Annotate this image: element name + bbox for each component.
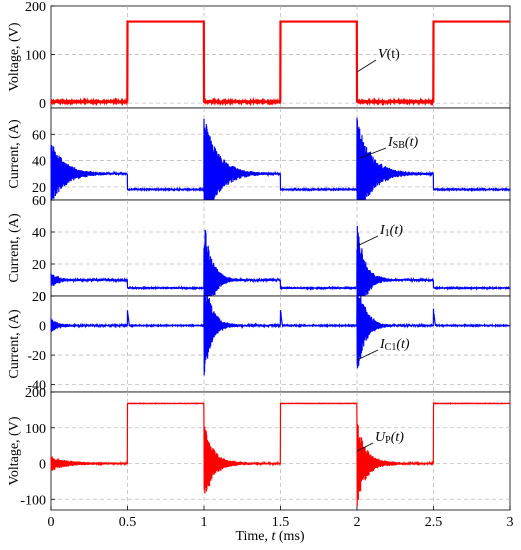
x-tick-label: 3 — [507, 515, 514, 530]
series-annotation: V(t) — [378, 47, 400, 62]
annotation-leader — [359, 147, 387, 159]
y-axis-label: Current, (A) — [7, 309, 22, 379]
y-tick-label: -40 — [27, 379, 46, 394]
x-tick-label: 2 — [354, 515, 361, 530]
y-axis-label: Current, (A) — [7, 119, 22, 189]
series-annotation: UP(t) — [375, 430, 404, 446]
y-tick-label: 200 — [25, 386, 46, 401]
y-tick-label: 0 — [39, 458, 46, 473]
y-tick-label: 100 — [25, 49, 46, 64]
y-tick-label: 20 — [32, 290, 46, 305]
x-tick-label: 1 — [201, 515, 208, 530]
annotation-leader — [356, 442, 374, 452]
y-tick-label: 0 — [39, 290, 46, 305]
annotation-leader — [356, 235, 379, 247]
y-axis-label: Voltage, (V) — [7, 416, 22, 485]
y-tick-label: 40 — [32, 226, 46, 241]
y-tick-label: 100 — [25, 422, 46, 437]
y-tick-label: 60 — [32, 128, 46, 143]
x-axis-ticks: 0 0.5 1 1.5 2 2.5 3 — [48, 506, 514, 530]
y-tick-label: 60 — [32, 194, 46, 209]
x-tick-label: 2.5 — [425, 515, 443, 530]
y-tick-label: 200 — [25, 0, 46, 15]
y-tick-label: -100 — [20, 493, 46, 508]
x-tick-label: 0.5 — [119, 515, 137, 530]
y-tick-label: 20 — [32, 181, 46, 196]
panel-2: 20 40 60 Current, (A) ISB(t) — [7, 107, 511, 201]
series-line — [50, 117, 511, 201]
series-line — [50, 295, 511, 376]
series-line — [50, 225, 511, 297]
annotation-leader — [356, 349, 379, 361]
series-annotation: I1(t) — [379, 223, 403, 239]
y-tick-label: 0 — [39, 97, 46, 112]
y-tick-label: 0 — [39, 320, 46, 335]
y-axis-label: Current, (A) — [7, 213, 22, 283]
x-tick-label: 0 — [48, 515, 55, 530]
x-axis-label: Time, t (ms) — [235, 529, 304, 544]
annotation-leader — [356, 59, 377, 73]
y-axis-label: Voltage, (V) — [7, 22, 22, 91]
y-tick-label: 20 — [32, 258, 46, 273]
x-tick-label: 1.5 — [272, 515, 290, 530]
series-annotation: ISB(t) — [387, 135, 418, 151]
series-annotation: IC1(t) — [379, 337, 410, 353]
series-line — [50, 401, 511, 507]
y-tick-label: -20 — [27, 349, 46, 364]
y-tick-label: 40 — [32, 155, 46, 170]
series-line — [50, 20, 510, 107]
